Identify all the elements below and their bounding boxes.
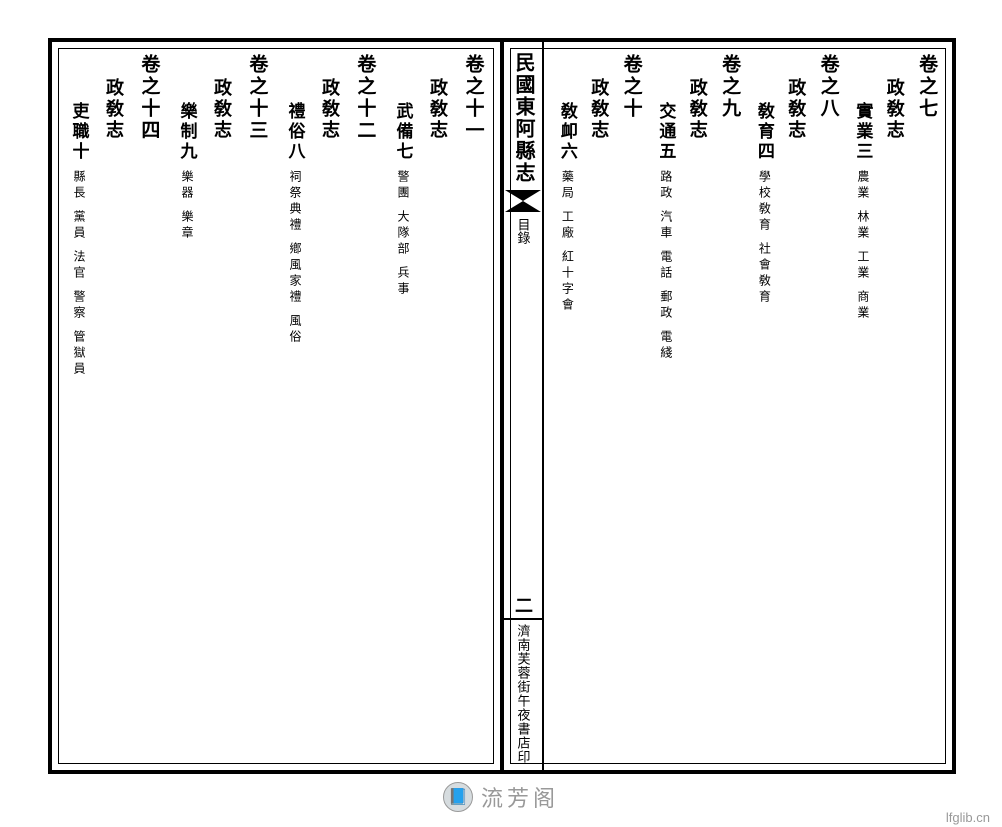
sub-item: 鄕風家禮	[289, 242, 301, 306]
col-topic-lisu: 禮俗八 祠祭典禮 鄕風家禮 風俗	[276, 50, 314, 762]
topic-heading: 樂制九	[179, 102, 196, 162]
juan-heading: 卷之七	[917, 54, 936, 120]
sub-item: 藥局	[561, 170, 573, 202]
col-zhi-10: 政敎志	[585, 50, 614, 762]
book-icon: 📘	[443, 782, 473, 812]
col-topic-jiaoxu: 敎卹六 藥局 工廠 紅十字會	[550, 50, 585, 762]
sub-item: 風俗	[289, 314, 301, 346]
zhi-heading: 政敎志	[213, 78, 231, 141]
sub-item: 兵事	[397, 266, 409, 298]
sub-item: 農業	[857, 170, 869, 202]
sub-item: 學校敎育	[758, 170, 770, 234]
spine-imprint: 濟南芙蓉街午夜書店印	[517, 624, 530, 764]
left-page: 卷之十一 政敎志 武備七 警團 大隊部 兵事 卷之十二 政敎志 禮俗八 祠祭典禮…	[48, 38, 502, 774]
col-zhi-14: 政敎志	[98, 50, 130, 762]
watermark: 📘 流芳阁	[443, 781, 559, 813]
sub-item: 汽車	[660, 210, 672, 242]
col-juan-14: 卷之十四	[130, 50, 168, 762]
fishtail-icon	[505, 190, 541, 212]
sub-item: 警察	[73, 290, 85, 322]
col-zhi-13: 政敎志	[206, 50, 238, 762]
juan-heading: 卷之十	[622, 54, 641, 120]
right-page: 民國東阿縣志 目錄 二 濟南芙蓉街午夜書店印 卷之七 政敎志 實業三 農業 林業…	[502, 38, 956, 774]
zhi-heading: 政敎志	[590, 78, 608, 141]
spine-column: 民國東阿縣志 目錄 二 濟南芙蓉街午夜書店印	[504, 42, 544, 770]
sub-item: 警團	[397, 170, 409, 202]
sub-item: 郵政	[660, 290, 672, 322]
col-zhi-11: 政敎志	[422, 50, 454, 762]
juan-heading: 卷之十三	[247, 54, 266, 142]
col-zhi-12: 政敎志	[314, 50, 346, 762]
col-zhi-7: 政敎志	[880, 50, 909, 762]
col-juan-9: 卷之九	[712, 50, 747, 762]
col-juan-12: 卷之十二	[346, 50, 384, 762]
sub-item: 路政	[660, 170, 672, 202]
juan-heading: 卷之九	[720, 54, 739, 120]
watermark-text: 流芳阁	[481, 781, 559, 813]
zhi-heading: 政敎志	[787, 78, 805, 141]
sub-item: 法官	[73, 250, 85, 282]
zhi-heading: 政敎志	[321, 78, 339, 141]
col-zhi-9: 政敎志	[683, 50, 712, 762]
spine-section: 目錄	[517, 218, 530, 244]
col-juan-8: 卷之八	[811, 50, 846, 762]
sub-item: 電綫	[660, 330, 672, 362]
left-columns: 卷之十一 政敎志 武備七 警團 大隊部 兵事 卷之十二 政敎志 禮俗八 祠祭典禮…	[60, 50, 492, 762]
col-juan-13: 卷之十三	[238, 50, 276, 762]
zhi-heading: 政敎志	[429, 78, 447, 141]
watermark-url: lfglib.cn	[946, 810, 990, 825]
col-topic-wubei: 武備七 警團 大隊部 兵事	[384, 50, 422, 762]
book-spread: 卷之十一 政敎志 武備七 警團 大隊部 兵事 卷之十二 政敎志 禮俗八 祠祭典禮…	[48, 38, 956, 774]
col-juan-7: 卷之七	[909, 50, 944, 762]
juan-heading: 卷之十一	[463, 54, 482, 142]
spine-page-number: 二	[514, 596, 532, 614]
juan-heading: 卷之十四	[139, 54, 158, 142]
topic-heading: 吏職十	[71, 102, 88, 162]
juan-heading: 卷之八	[819, 54, 838, 120]
sub-item: 祠祭典禮	[289, 170, 301, 234]
col-topic-shiye: 實業三 農業 林業 工業 商業	[846, 50, 881, 762]
col-juan-11: 卷之十一	[454, 50, 492, 762]
sub-item: 紅十字會	[561, 250, 573, 314]
topic-heading: 武備七	[395, 102, 412, 162]
juan-heading: 卷之十二	[355, 54, 374, 142]
sub-item: 工業	[857, 250, 869, 282]
sub-item: 黨員	[73, 210, 85, 242]
col-topic-jiaotong: 交通五 路政 汽車 電話 郵政 電綫	[649, 50, 684, 762]
zhi-heading: 政敎志	[105, 78, 123, 141]
topic-heading: 實業三	[854, 102, 871, 162]
spine-title: 民國東阿縣志	[513, 52, 533, 184]
sub-item: 林業	[857, 210, 869, 242]
sub-item: 樂章	[181, 210, 193, 242]
col-juan-10: 卷之十	[614, 50, 649, 762]
topic-heading: 敎卹六	[559, 102, 576, 162]
sub-item: 大隊部	[397, 210, 409, 258]
col-zhi-8: 政敎志	[782, 50, 811, 762]
topic-heading: 交通五	[657, 102, 674, 162]
sub-item: 管獄員	[73, 330, 85, 378]
sub-item: 工廠	[561, 210, 573, 242]
topic-heading: 敎育四	[756, 102, 773, 162]
col-topic-yuezhi: 樂制九 樂器 樂章	[168, 50, 206, 762]
topic-heading: 禮俗八	[287, 102, 304, 162]
sub-item: 樂器	[181, 170, 193, 202]
zhi-heading: 政敎志	[689, 78, 707, 141]
sub-item: 縣長	[73, 170, 85, 202]
col-topic-jiaoyu: 敎育四 學校敎育 社會敎育	[747, 50, 782, 762]
sub-item: 社會敎育	[758, 242, 770, 306]
sub-item: 電話	[660, 250, 672, 282]
sub-item: 商業	[857, 290, 869, 322]
zhi-heading: 政敎志	[886, 78, 904, 141]
spine-imprint-box: 濟南芙蓉街午夜書店印	[504, 618, 542, 770]
col-topic-lizhi: 吏職十 縣長 黨員 法官 警察 管獄員	[60, 50, 98, 762]
right-columns: 卷之七 政敎志 實業三 農業 林業 工業 商業 卷之八 政敎志 敎育四 學校敎育	[550, 50, 944, 762]
